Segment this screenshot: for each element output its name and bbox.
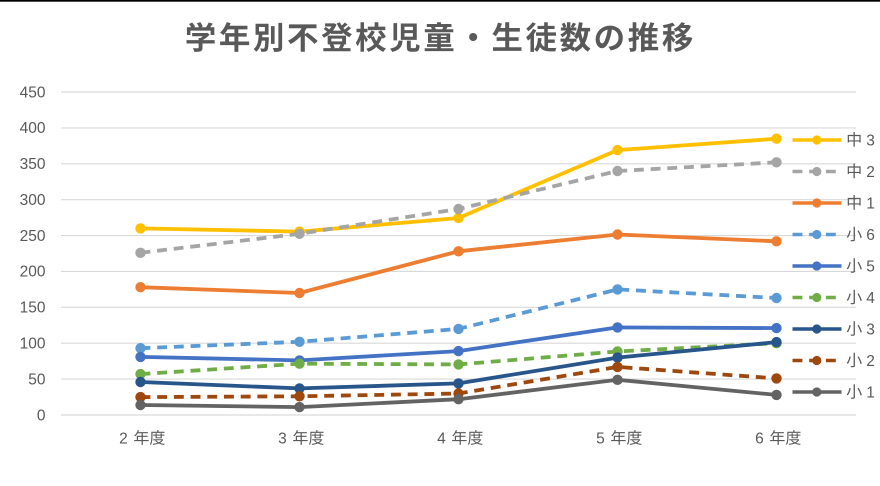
svg-text:6: 6 bbox=[866, 227, 875, 244]
svg-text:3: 3 bbox=[866, 322, 875, 339]
svg-text:250: 250 bbox=[20, 228, 46, 245]
svg-text:3: 3 bbox=[278, 431, 287, 448]
svg-text:2: 2 bbox=[866, 164, 875, 181]
svg-text:6: 6 bbox=[755, 431, 764, 448]
svg-text:2: 2 bbox=[866, 353, 875, 370]
svg-text:0: 0 bbox=[37, 407, 46, 424]
svg-text:3: 3 bbox=[866, 133, 875, 150]
svg-text:1: 1 bbox=[866, 196, 875, 213]
svg-text:150: 150 bbox=[20, 300, 46, 317]
svg-text:200: 200 bbox=[20, 264, 46, 281]
svg-text:4: 4 bbox=[866, 290, 875, 307]
svg-text:100: 100 bbox=[20, 336, 46, 353]
svg-text:450: 450 bbox=[20, 84, 46, 101]
svg-text:350: 350 bbox=[20, 156, 46, 173]
svg-text:300: 300 bbox=[20, 192, 46, 209]
svg-text:5: 5 bbox=[596, 431, 605, 448]
svg-text:2: 2 bbox=[119, 431, 128, 448]
svg-text:50: 50 bbox=[28, 371, 46, 388]
svg-text:400: 400 bbox=[20, 120, 46, 137]
svg-text:4: 4 bbox=[437, 431, 446, 448]
svg-text:1: 1 bbox=[866, 385, 875, 402]
svg-text:5: 5 bbox=[866, 259, 875, 276]
